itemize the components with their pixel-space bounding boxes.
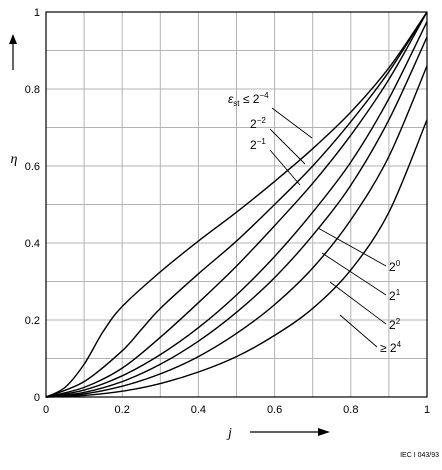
curve-c3 (45, 11, 428, 398)
x-tick-label: 1 (424, 404, 430, 416)
y-tick-label: 0 (34, 392, 40, 404)
y-tick-label: 0.8 (25, 84, 40, 96)
curve-label-c1: εst ≤ 2−4 (228, 91, 269, 108)
curve-c7 (45, 119, 428, 398)
x-tick-label: 0.4 (191, 404, 206, 416)
leader-line-c2 (269, 128, 306, 165)
leader-line-c5 (321, 252, 387, 296)
curve-label-c2: 2−2 (250, 116, 266, 131)
leader-line-c1 (271, 107, 313, 139)
x-tick-label: 0.8 (343, 404, 358, 416)
curve-label-c3: 2−1 (250, 137, 266, 152)
grid-lines (46, 12, 427, 397)
curve-c5 (45, 36, 428, 398)
curve-c2 (45, 11, 428, 398)
x-tick-label: 0 (43, 404, 49, 416)
curve-label-c6: 22 (389, 317, 401, 332)
curve-c4 (45, 21, 428, 398)
curves-group (45, 11, 428, 398)
leader-line-c4 (317, 227, 387, 267)
x-axis-label: j (226, 426, 232, 441)
x-tick-label: 0.2 (115, 404, 130, 416)
y-tick-label: 0.4 (25, 238, 40, 250)
curve-label-c4: 20 (389, 259, 401, 274)
y-axis-arrowhead (9, 34, 17, 44)
curve-label-c5: 21 (389, 288, 401, 303)
curve-c1 (45, 11, 428, 398)
y-tick-label: 1 (34, 7, 40, 19)
y-axis-label: η (11, 152, 18, 167)
leader-line-c7 (339, 314, 378, 348)
leader-line-c3 (269, 149, 301, 186)
curve-c6 (45, 65, 428, 398)
tick-labels: 0 0.2 0.4 0.6 0.8 1 0 0.2 0.4 0.6 0.8 1 (25, 7, 430, 416)
plot-frame (45, 11, 428, 398)
x-axis-arrowhead (318, 428, 330, 436)
curve-label-c7: ≥ 24 (380, 340, 402, 355)
y-tick-label: 0.2 (25, 315, 40, 327)
figure-credit: IEC I 043/93 (400, 452, 439, 459)
x-tick-label: 0.6 (267, 404, 282, 416)
y-tick-label: 0.6 (25, 161, 40, 173)
leader-line-c6 (329, 281, 387, 325)
curve-annotations: εst ≤ 2−4 2−2 2−1 20 21 22 ≥ 24 (228, 91, 402, 355)
